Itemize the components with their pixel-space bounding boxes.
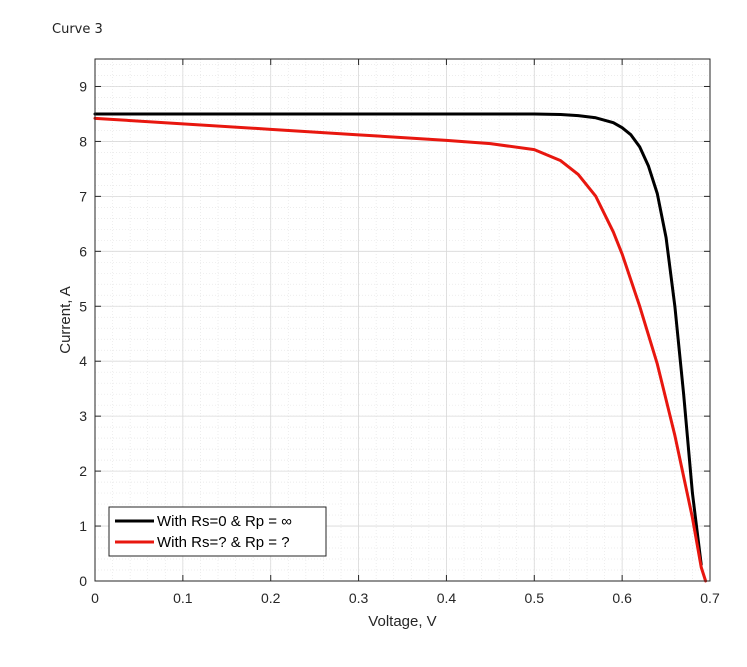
x-tick-label: 0.2 (261, 590, 281, 606)
y-tick-label: 5 (79, 298, 87, 314)
figure-caption: Curve 3 (52, 22, 103, 37)
x-tick-label: 0.1 (173, 590, 193, 606)
x-axis-label: Voltage, V (368, 613, 436, 630)
y-tick-label: 3 (79, 408, 87, 424)
x-tick-label: 0 (91, 590, 99, 606)
plot-frame (94, 58, 711, 582)
y-tick-label: 0 (79, 573, 87, 589)
legend-box (108, 506, 327, 557)
axis-ticks (94, 59, 711, 582)
y-tick-label: 2 (79, 463, 87, 479)
x-tick-label: 0.7 (700, 590, 720, 606)
x-tick-labels: 0 0.1 0.2 0.3 0.4 0.5 0.6 0.7 (91, 590, 720, 606)
x-tick-label: 0.5 (525, 590, 545, 606)
y-axis-label: Current, A (57, 286, 74, 354)
y-tick-label: 6 (79, 243, 87, 259)
x-tick-label: 0.4 (437, 590, 457, 606)
y-tick-label: 1 (79, 518, 87, 534)
plot-area (95, 59, 710, 581)
series-line-2 (93, 116, 708, 583)
y-tick-labels: 0 1 2 3 4 5 6 7 8 9 (79, 78, 87, 589)
series-group (93, 112, 708, 583)
y-tick-label: 4 (79, 353, 87, 369)
series-line-1 (93, 112, 703, 567)
x-tick-label: 0.6 (612, 590, 632, 606)
y-tick-label: 7 (79, 188, 87, 204)
legend-label-series-2: With Rs=? & Rp = ? (157, 534, 290, 551)
x-tick-label: 0.3 (349, 590, 369, 606)
legend: With Rs=0 & Rp = ∞ With Rs=? & Rp = ? (108, 506, 327, 557)
y-tick-label: 8 (79, 133, 87, 149)
legend-label-series-1: With Rs=0 & Rp = ∞ (157, 513, 292, 530)
y-tick-label: 9 (79, 78, 87, 94)
